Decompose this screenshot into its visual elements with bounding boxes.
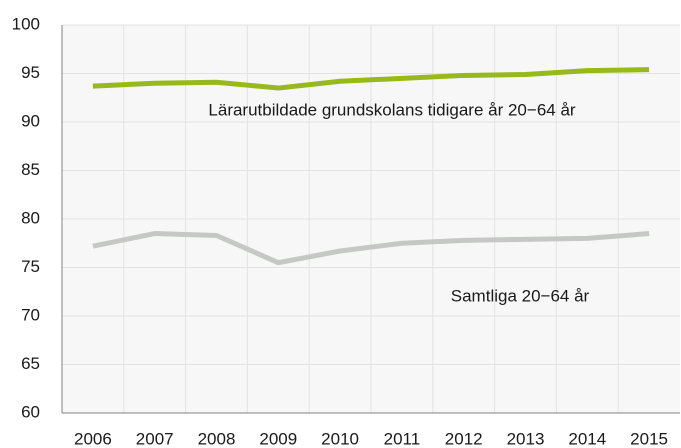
x-tick-label: 2014 <box>568 429 606 448</box>
y-tick-label: 75 <box>21 257 40 276</box>
series-line <box>92 67 650 91</box>
y-tick-label: 80 <box>21 208 40 227</box>
series-label: Lärarutbildade grundskolans tidigare år … <box>208 100 575 119</box>
y-tick-label: 95 <box>21 63 40 82</box>
x-tick-label: 2015 <box>630 429 668 448</box>
y-tick-label: 70 <box>21 305 40 324</box>
x-tick-label: 2013 <box>507 429 545 448</box>
y-tick-label: 100 <box>12 14 40 33</box>
x-tick-label: 2009 <box>259 429 297 448</box>
series-label: Samtliga 20−64 år <box>451 286 590 305</box>
x-tick-label: 2007 <box>136 429 174 448</box>
x-tick-label: 2006 <box>74 429 112 448</box>
x-tick-label: 2011 <box>384 429 421 448</box>
y-tick-label: 90 <box>21 111 40 130</box>
x-tick-label: 2008 <box>198 429 236 448</box>
y-tick-label: 60 <box>21 402 40 421</box>
x-tick-label: 2010 <box>321 429 359 448</box>
x-tick-label: 2012 <box>445 429 483 448</box>
series-line <box>92 231 650 266</box>
y-tick-label: 65 <box>21 354 40 373</box>
y-tick-label: 85 <box>21 160 40 179</box>
